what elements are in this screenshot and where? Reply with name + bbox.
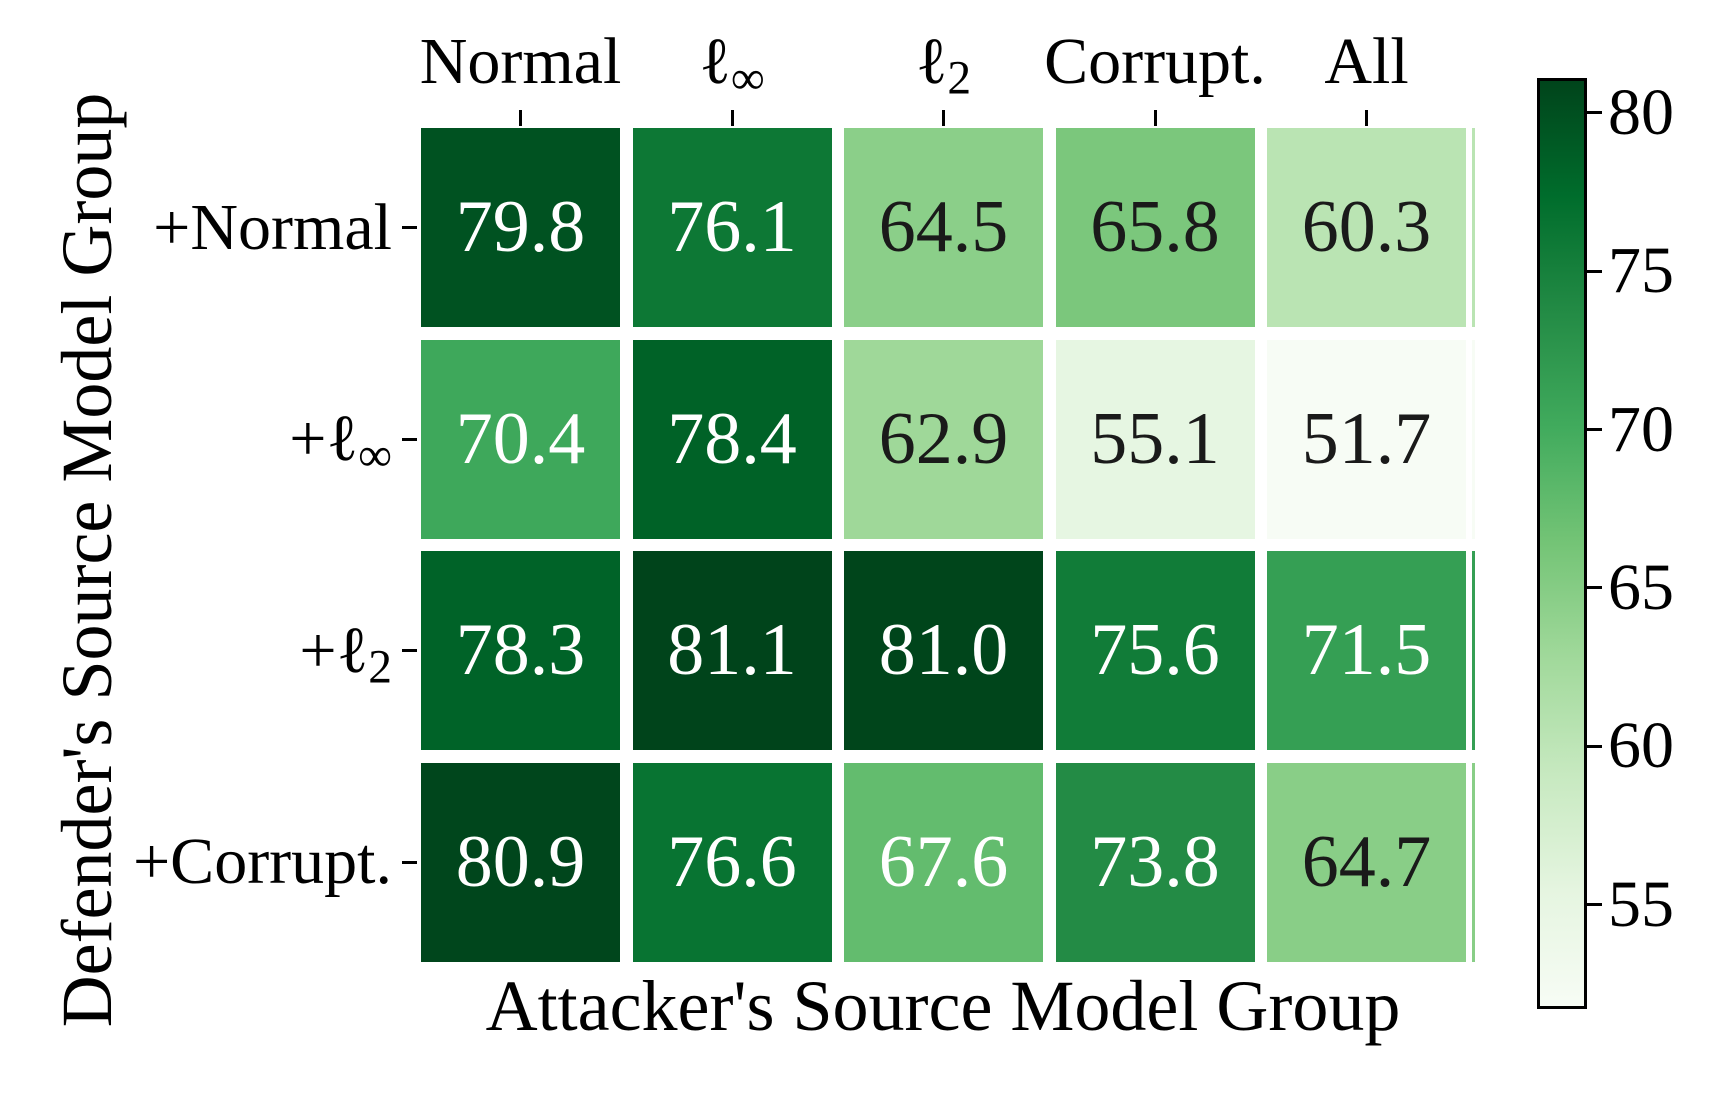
heatmap-cell-r4-c5: 64.7 bbox=[1267, 762, 1466, 962]
y-axis-tick bbox=[402, 649, 417, 652]
cell-value: 81.1 bbox=[667, 609, 797, 691]
colorbar-tick-label: 55 bbox=[1608, 867, 1674, 941]
heatmap-cell-r2-c1: 70.4 bbox=[421, 339, 620, 539]
x-axis-tick bbox=[519, 110, 522, 126]
colorbar-tick bbox=[1587, 586, 1602, 590]
x-axis-label: Attacker's Source Model Group bbox=[485, 966, 1401, 1046]
row-label-1: +Normal bbox=[40, 178, 392, 278]
cell-value: 71.5 bbox=[1301, 609, 1432, 691]
heatmap-cell-r2-c5: 51.7 bbox=[1267, 339, 1466, 539]
heatmap-cell-r4-c2: 76.6 bbox=[632, 762, 832, 962]
heatmap-cell-r2-c4: 55.1 bbox=[1055, 339, 1255, 539]
tick-label-text: ℓ2 bbox=[915, 25, 972, 105]
cell-value: 65.8 bbox=[1090, 186, 1220, 268]
heatmap-cell-r3-c5: 71.5 bbox=[1267, 551, 1466, 750]
cell-value: 76.1 bbox=[667, 186, 797, 268]
cell-value: 67.6 bbox=[878, 820, 1009, 903]
cell-value: 78.3 bbox=[455, 609, 586, 691]
column-label-5: All bbox=[1207, 0, 1527, 98]
cell-value: 78.4 bbox=[667, 397, 797, 480]
heatmap-cell-r1-c3: 64.5 bbox=[844, 128, 1043, 327]
cell-value: 80.9 bbox=[455, 820, 586, 903]
column-label-4: Corrupt. bbox=[995, 0, 1315, 98]
cell-value: 70.4 bbox=[455, 397, 586, 480]
row-label-4: +Corrupt. bbox=[40, 812, 392, 912]
colorbar-tick-label: 70 bbox=[1608, 392, 1674, 466]
colorbar-tick bbox=[1587, 903, 1602, 906]
cell-value: 76.6 bbox=[667, 820, 797, 903]
colorbar bbox=[1537, 78, 1587, 1009]
tick-label-subscript: ∞ bbox=[730, 52, 765, 105]
tick-label-text: +Normal bbox=[153, 190, 392, 264]
heatmap-cell-r3-c2: 81.1 bbox=[632, 551, 832, 750]
row-label-3: +ℓ2 bbox=[40, 601, 392, 701]
colorbar-tick bbox=[1587, 744, 1602, 748]
heatmap-cell-r1-c2: 76.1 bbox=[632, 128, 832, 327]
heatmap-cell-r1-c1: 79.8 bbox=[421, 128, 620, 327]
cell-value: 64.7 bbox=[1301, 820, 1432, 903]
colorbar-tick-label: 80 bbox=[1608, 75, 1674, 149]
tick-label-subscript: 2 bbox=[368, 640, 392, 693]
tick-label-text: +ℓ2 bbox=[299, 613, 392, 693]
column-label-3: ℓ2 bbox=[784, 0, 1104, 105]
x-axis-tick bbox=[730, 110, 734, 126]
heatmap-cell-r1-c4: 65.8 bbox=[1055, 128, 1255, 327]
heatmap-cell-r3-c4: 75.6 bbox=[1055, 551, 1255, 750]
clipped-column-sliver bbox=[1472, 339, 1475, 539]
heatmap-cell-r3-c3: 81.0 bbox=[844, 551, 1043, 750]
row-label-2: +ℓ∞ bbox=[40, 389, 392, 489]
colorbar-tick-label: 60 bbox=[1608, 709, 1674, 783]
colorbar-tick-label: 65 bbox=[1608, 550, 1674, 624]
clipped-column-sliver bbox=[1472, 128, 1475, 327]
y-axis-tick bbox=[402, 860, 417, 864]
heatmap-cell-r4-c4: 73.8 bbox=[1055, 762, 1255, 962]
column-label-1: Normal bbox=[361, 0, 681, 98]
cell-value: 51.7 bbox=[1301, 397, 1432, 480]
cell-value: 73.8 bbox=[1090, 820, 1220, 903]
x-axis-tick bbox=[1365, 110, 1368, 126]
tick-label-text: +Corrupt. bbox=[132, 825, 392, 898]
column-label-2: ℓ∞ bbox=[572, 0, 892, 105]
heatmap-cell-r1-c5: 60.3 bbox=[1267, 128, 1466, 327]
x-axis-tick bbox=[942, 110, 945, 126]
cell-value: 62.9 bbox=[878, 397, 1009, 480]
heatmap-cell-r2-c3: 62.9 bbox=[844, 339, 1043, 539]
tick-label-subscript: 2 bbox=[947, 52, 972, 105]
cell-value: 75.6 bbox=[1090, 609, 1220, 691]
colorbar-tick bbox=[1587, 428, 1602, 431]
tick-label-subscript: ∞ bbox=[358, 429, 392, 482]
colorbar-tick-label: 75 bbox=[1608, 234, 1674, 308]
cell-value: 81.0 bbox=[878, 609, 1009, 691]
clipped-column-sliver bbox=[1472, 762, 1475, 962]
colorbar-tick bbox=[1587, 111, 1602, 115]
cell-value: 55.1 bbox=[1090, 397, 1220, 480]
clipped-column-sliver bbox=[1472, 551, 1475, 750]
cell-value: 64.5 bbox=[878, 186, 1009, 268]
heatmap-cell-r4-c1: 80.9 bbox=[421, 762, 620, 962]
heatmap-cell-r3-c1: 78.3 bbox=[421, 551, 620, 750]
heatmap-cell-r2-c2: 78.4 bbox=[632, 339, 832, 539]
tick-label-text: Normal bbox=[419, 25, 622, 98]
tick-label-text: All bbox=[1324, 25, 1409, 98]
tick-label-text: ℓ∞ bbox=[699, 25, 765, 105]
colorbar-tick bbox=[1587, 269, 1602, 273]
tick-label-text: +ℓ∞ bbox=[289, 402, 392, 482]
cell-value: 60.3 bbox=[1301, 186, 1432, 268]
x-axis-tick bbox=[1153, 110, 1157, 126]
y-axis-tick bbox=[402, 226, 417, 229]
y-axis-tick bbox=[402, 437, 417, 441]
cell-value: 79.8 bbox=[455, 186, 586, 268]
tick-label-text: Corrupt. bbox=[1044, 25, 1266, 98]
heatmap-cell-r4-c3: 67.6 bbox=[844, 762, 1043, 962]
